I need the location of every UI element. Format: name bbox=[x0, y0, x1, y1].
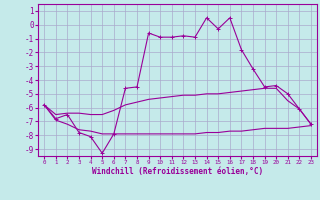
X-axis label: Windchill (Refroidissement éolien,°C): Windchill (Refroidissement éolien,°C) bbox=[92, 167, 263, 176]
